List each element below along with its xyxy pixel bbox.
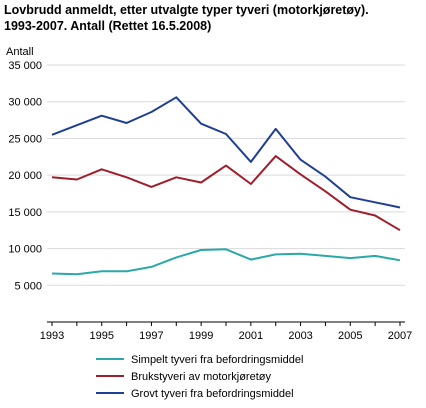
- y-tick-label: 25 000: [8, 133, 42, 145]
- legend: Simpelt tyveri fra befordringsmiddel Bruk…: [96, 354, 303, 400]
- y-tick-label: 35 000: [8, 60, 42, 72]
- x-tick-label: 1997: [139, 330, 163, 342]
- gridlines: [47, 64, 405, 286]
- x-tick-label: 1999: [189, 330, 213, 342]
- y-tick-label: 5 000: [14, 280, 42, 292]
- y-tick-label: 15 000: [8, 207, 42, 219]
- x-tick-label: 1995: [89, 330, 113, 342]
- y-axis-label: Antall: [6, 46, 34, 58]
- series-line-3: [51, 96, 401, 209]
- x-tick-label: 2001: [239, 330, 263, 342]
- y-tick-label: 20 000: [8, 170, 42, 182]
- legend-label: Grovt tyveri fra befordringsmiddel: [131, 388, 294, 400]
- series-line-1: [51, 248, 401, 276]
- chart-title-line-1: Lovbrudd anmeldt, etter utvalgte typer t…: [4, 3, 369, 17]
- series-lines: [51, 96, 401, 276]
- y-tick-label: 10 000: [8, 244, 42, 256]
- axes: Antall 5 000 10 000 15 000 20 000 25 000 30 00…: [6, 46, 412, 342]
- y-tick-label: 30 000: [8, 97, 42, 109]
- x-tick-label: 2005: [338, 330, 362, 342]
- legend-label: Simpelt tyveri fra befordringsmiddel: [131, 354, 303, 366]
- series-line-2: [51, 155, 401, 232]
- x-tick-label: 1993: [40, 330, 64, 342]
- legend-label: Brukstyveri av motorkjøretøy: [131, 371, 271, 383]
- x-tick-label: 2007: [388, 330, 412, 342]
- chart-title-line-2: 1993-2007. Antall (Rettet 16.5.2008): [4, 19, 212, 33]
- chart-title: Lovbrudd anmeldt, etter utvalgte typer t…: [4, 2, 422, 34]
- x-tick-label: 2003: [288, 330, 312, 342]
